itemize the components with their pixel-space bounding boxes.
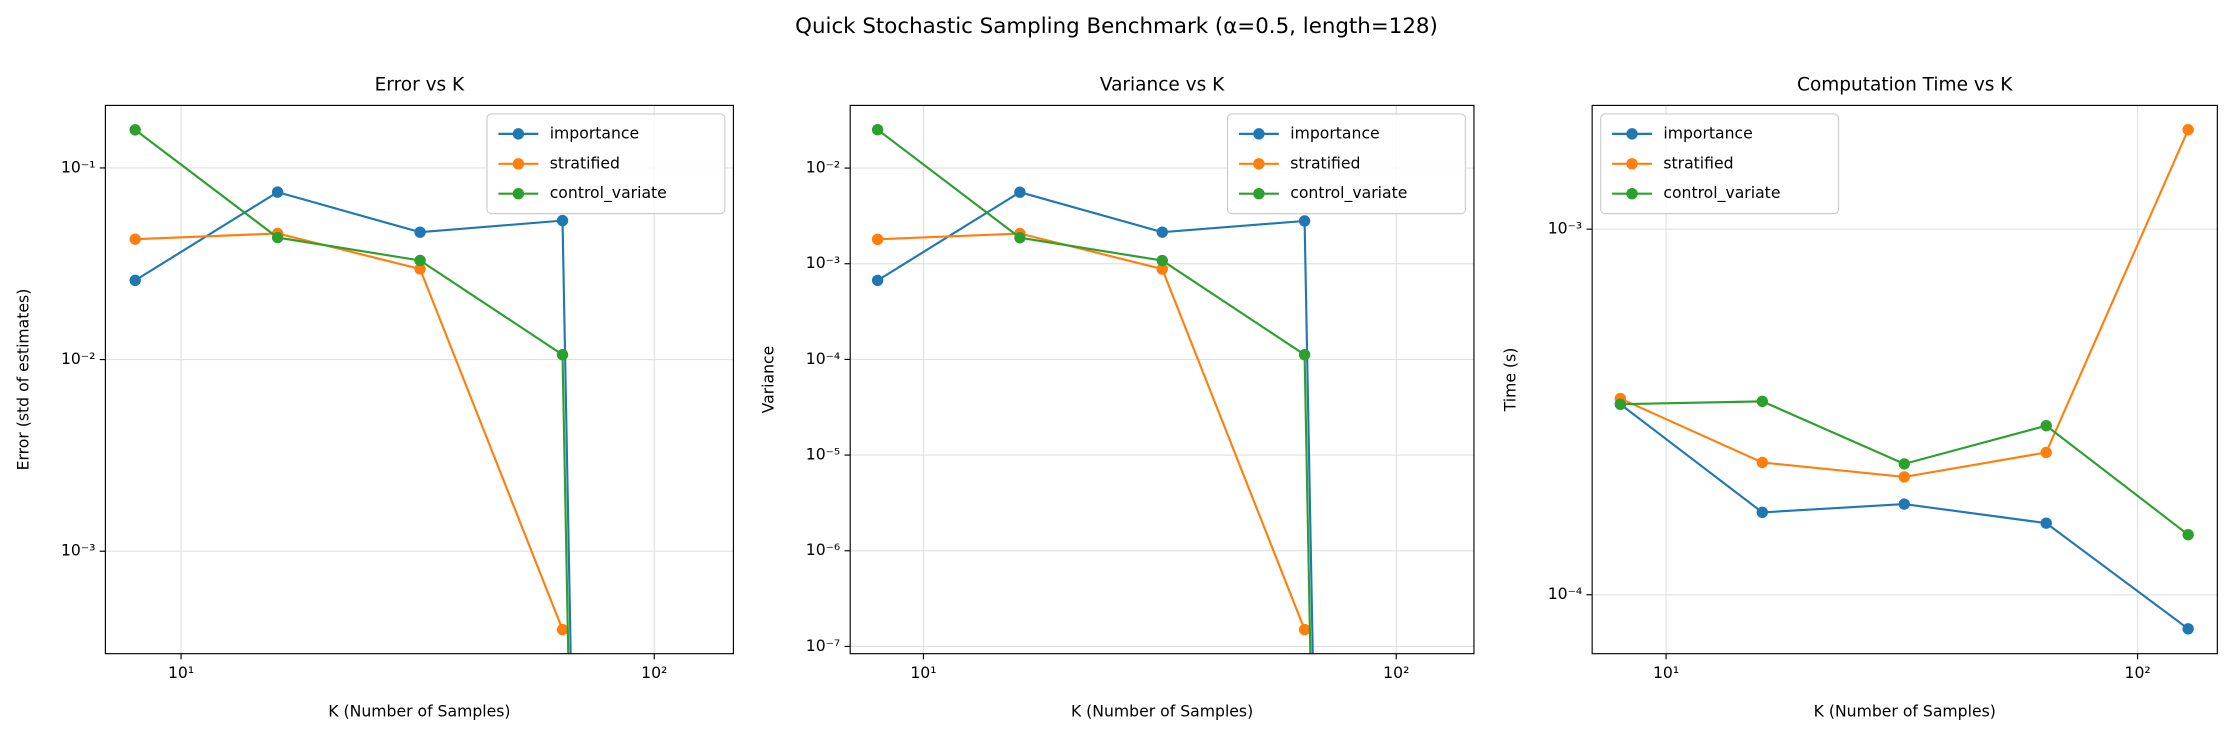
marker bbox=[129, 274, 141, 287]
x-tick-label: 10¹ bbox=[910, 663, 936, 682]
legend-marker bbox=[1253, 128, 1265, 140]
x-axis-label: K (Number of Samples) bbox=[1814, 702, 1996, 721]
marker bbox=[1898, 458, 1910, 470]
marker bbox=[414, 226, 426, 238]
legend-marker bbox=[512, 158, 525, 170]
marker bbox=[2040, 517, 2052, 529]
y-tick-label: 10⁻² bbox=[61, 349, 95, 368]
legend-marker bbox=[1253, 158, 1265, 170]
marker bbox=[871, 274, 884, 287]
legend-label: importance bbox=[1663, 123, 1752, 142]
legend-marker bbox=[1253, 187, 1265, 200]
legend-label: control_variate bbox=[1290, 183, 1407, 203]
subplot: Error vs K K (Number of Samples) Error (st… bbox=[14, 74, 734, 721]
y-tick-label: 10⁻⁴ bbox=[1548, 584, 1582, 603]
marker bbox=[1156, 254, 1168, 267]
marker bbox=[1898, 471, 1910, 483]
y-axis-label: Time (s) bbox=[1500, 348, 1519, 413]
y-tick-label: 10⁻⁷ bbox=[806, 636, 840, 655]
marker bbox=[129, 124, 141, 136]
legend-marker bbox=[1626, 158, 1638, 170]
legend: importance stratified control_variate bbox=[1227, 113, 1466, 215]
y-axis-label: Error (std of estimates) bbox=[14, 289, 33, 471]
marker bbox=[271, 231, 284, 244]
subplot-title: Computation Time vs K bbox=[1797, 74, 2013, 95]
marker bbox=[1298, 215, 1311, 227]
marker bbox=[129, 233, 141, 245]
marker bbox=[871, 123, 884, 136]
legend-label: importance bbox=[1290, 123, 1379, 142]
series-line bbox=[135, 232, 564, 630]
x-tick-label: 10² bbox=[1383, 663, 1409, 682]
legend-box bbox=[1227, 113, 1466, 215]
x-axis-label: K (Number of Samples) bbox=[1071, 702, 1253, 721]
legend-marker bbox=[512, 128, 525, 140]
axes-frame bbox=[104, 104, 734, 655]
legend-label: stratified bbox=[1290, 153, 1360, 172]
marker bbox=[1756, 395, 1769, 408]
marker bbox=[1298, 349, 1311, 361]
figure-title: Quick Stochastic Sampling Benchmark (α=0… bbox=[795, 14, 1438, 39]
legend-marker bbox=[512, 187, 525, 200]
y-tick-label: 10⁻³ bbox=[806, 253, 840, 272]
y-tick-label: 10⁻⁶ bbox=[806, 540, 840, 559]
legend-marker bbox=[1626, 128, 1638, 140]
marker bbox=[1156, 263, 1168, 275]
marker bbox=[1298, 623, 1311, 636]
marker bbox=[1014, 186, 1026, 198]
subplot-title: Variance vs K bbox=[1100, 74, 1225, 95]
x-tick-label: 10² bbox=[641, 663, 667, 682]
marker bbox=[556, 623, 569, 636]
plot-area bbox=[871, 123, 1314, 654]
legend-label: importance bbox=[550, 123, 639, 142]
x-tick-label: 10² bbox=[2125, 663, 2151, 682]
legend: importance stratified control_variate bbox=[486, 113, 726, 215]
marker bbox=[1156, 226, 1168, 238]
x-axis-label: K (Number of Samples) bbox=[328, 702, 510, 721]
marker bbox=[2182, 528, 2194, 541]
legend-label: control_variate bbox=[550, 183, 667, 203]
marker bbox=[556, 214, 569, 227]
legend-label: stratified bbox=[1663, 153, 1733, 172]
y-tick-label: 10⁻¹ bbox=[61, 157, 95, 176]
axes-frame bbox=[849, 104, 1475, 655]
subplot: Variance vs K K (Number of Samples) Varian… bbox=[759, 74, 1475, 721]
y-tick-label: 10⁻³ bbox=[1548, 219, 1582, 238]
series-line bbox=[877, 232, 1306, 630]
legend-box bbox=[486, 113, 726, 215]
marker bbox=[2040, 446, 2052, 459]
y-tick-label: 10⁻³ bbox=[61, 541, 95, 560]
marker bbox=[2182, 623, 2194, 635]
y-axis-label: Variance bbox=[759, 346, 778, 414]
marker bbox=[1614, 398, 1627, 410]
marker bbox=[871, 233, 884, 246]
x-tick-label: 10¹ bbox=[168, 663, 194, 682]
plot-area bbox=[129, 124, 572, 654]
marker bbox=[2040, 420, 2052, 432]
marker bbox=[556, 349, 569, 361]
legend-label: control_variate bbox=[1663, 183, 1780, 203]
series-line bbox=[134, 129, 570, 654]
legend-box bbox=[1600, 113, 1840, 215]
x-tick-label: 10¹ bbox=[1653, 663, 1679, 682]
axes-frame bbox=[1591, 104, 2218, 655]
marker bbox=[2182, 124, 2194, 136]
marker bbox=[271, 186, 284, 198]
y-tick-label: 10⁻² bbox=[806, 158, 840, 177]
marker bbox=[1756, 456, 1769, 469]
legend: importance stratified control_variate bbox=[1600, 113, 1840, 215]
y-tick-label: 10⁻⁵ bbox=[806, 445, 840, 464]
y-tick-label: 10⁻⁴ bbox=[806, 349, 840, 368]
marker bbox=[414, 263, 426, 275]
marker bbox=[1014, 232, 1026, 244]
subplot-title: Error vs K bbox=[375, 74, 465, 95]
legend-marker bbox=[1626, 187, 1638, 200]
subplot: Computation Time vs K K (Number of Sample… bbox=[1500, 74, 2218, 721]
plot-area bbox=[1614, 124, 2194, 635]
legend-label: stratified bbox=[550, 153, 620, 172]
marker bbox=[414, 254, 426, 267]
marker bbox=[1898, 498, 1910, 510]
marker bbox=[1756, 506, 1769, 519]
